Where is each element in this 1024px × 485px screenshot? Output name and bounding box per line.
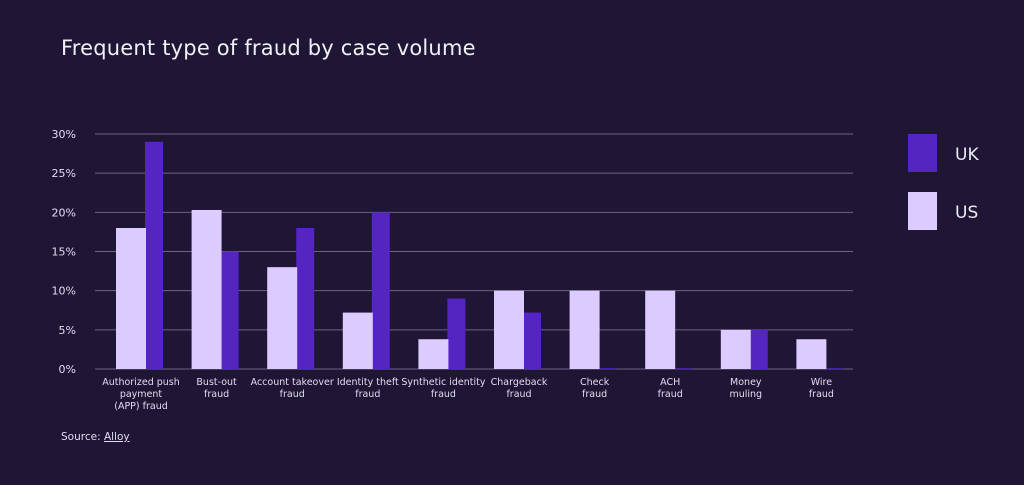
chart-title: Frequent type of fraud by case volume — [61, 36, 476, 60]
bar-us — [796, 339, 827, 369]
bar-us — [569, 290, 600, 369]
x-category-label: Money — [730, 377, 762, 388]
bar-uk — [447, 298, 466, 369]
x-category-label: (APP) fraud — [114, 401, 168, 412]
x-category-label: Bust-out — [196, 377, 237, 388]
x-category-label: payment — [120, 389, 163, 400]
source-link[interactable]: Alloy — [103, 431, 130, 443]
x-category-label: fraud — [582, 389, 607, 400]
x-category-label: muling — [729, 389, 762, 400]
x-category-label: Account takeover — [251, 377, 334, 388]
bar-uk — [523, 312, 541, 369]
bar-uk — [220, 251, 239, 369]
x-category-label: Synthetic identity — [401, 377, 485, 388]
legend-swatch-uk — [908, 134, 937, 172]
bar-uk — [371, 212, 390, 369]
y-tick-label: 30% — [52, 128, 76, 141]
x-category-label: fraud — [431, 389, 456, 400]
legend-label-us: US — [955, 203, 978, 223]
legend-label-uk: UK — [955, 145, 979, 165]
x-category-label: fraud — [204, 389, 229, 400]
x-category-label: fraud — [809, 389, 834, 400]
legend-swatch-us — [908, 192, 937, 230]
x-category-label: fraud — [355, 389, 380, 400]
y-tick-label: 5% — [59, 324, 76, 337]
bar-uk — [674, 368, 693, 370]
bar-uk — [749, 329, 768, 369]
x-category-label: fraud — [506, 389, 531, 400]
bar-us — [645, 290, 676, 369]
x-category-label: Authorized push — [102, 377, 180, 388]
x-category-label: ACH — [660, 377, 680, 388]
y-tick-label: 20% — [52, 206, 76, 219]
y-tick-label: 15% — [52, 246, 76, 259]
bar-us — [720, 329, 751, 369]
bar-us — [494, 290, 524, 369]
x-category-label: fraud — [658, 389, 683, 400]
bar-uk — [145, 141, 163, 369]
x-category-label: fraud — [280, 389, 305, 400]
bar-uk — [296, 228, 315, 369]
bar-us — [191, 209, 222, 369]
y-tick-label: 0% — [59, 363, 76, 376]
x-category-label: Wire — [811, 377, 833, 388]
bar-uk — [825, 368, 844, 370]
source-label: Source: — [61, 431, 101, 443]
source-note: Source: Alloy — [61, 431, 130, 443]
x-category-label: Check — [580, 377, 610, 388]
x-category-label: Chargeback — [491, 377, 548, 388]
bar-us — [342, 312, 373, 369]
bar-uk — [598, 368, 617, 370]
bar-us — [267, 267, 298, 369]
bar-us — [418, 339, 449, 369]
y-tick-label: 25% — [52, 167, 76, 180]
bar-us — [116, 228, 146, 369]
x-category-label: Identity theft — [337, 377, 399, 388]
y-tick-label: 10% — [52, 285, 76, 298]
